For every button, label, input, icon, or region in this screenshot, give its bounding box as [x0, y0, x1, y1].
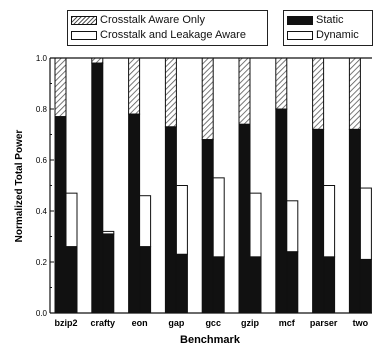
x-tick-label: eon	[132, 318, 148, 328]
axes-layer: bzip2 crafty eon gap gcc gzip mcf parser two 0.0 0…	[36, 54, 372, 328]
y-tick-label: 0.0	[36, 309, 48, 318]
x-tick-label: mcf	[279, 318, 296, 328]
y-axis-label: Normalized Total Power	[14, 130, 25, 243]
bar-dynamic-mcf-leakage-aware	[286, 200, 299, 253]
bar-dynamic-eon-crosstalk-only	[128, 57, 141, 115]
y-tick-label: 0.2	[36, 258, 48, 267]
hatch-swatch-icon	[71, 15, 97, 25]
bar-dynamic-gcc-leakage-aware	[212, 177, 225, 258]
x-tick-label: gzip	[241, 318, 259, 328]
legend-label: Static	[316, 14, 344, 26]
x-tick-label: parser	[310, 318, 338, 328]
bars-layer	[54, 57, 372, 314]
x-tick-label: crafty	[91, 318, 116, 328]
bar-dynamic-bzip2-crosstalk-only	[54, 57, 67, 118]
bar-static-crafty-crosstalk-only	[91, 62, 104, 314]
bar-static-bzip2-leakage-aware	[65, 246, 78, 314]
bar-static-eon-leakage-aware	[139, 246, 152, 314]
bar-dynamic-twolf-crosstalk-only	[348, 57, 361, 130]
bar-static-twolf-crosstalk-only	[348, 128, 361, 314]
bar-static-gap-leakage-aware	[175, 253, 188, 314]
bar-static-twolf-leakage-aware	[359, 258, 372, 314]
x-tick-label: gcc	[205, 318, 221, 328]
x-tick-label: bzip2	[54, 318, 77, 328]
white-swatch-icon	[71, 30, 97, 40]
y-tick-label: 0.8	[36, 105, 48, 114]
legend-label: Crosstalk and Leakage Aware	[100, 29, 246, 41]
x-tick-label: gap	[168, 318, 185, 328]
bar-static-parser-crosstalk-only	[312, 128, 325, 314]
bar-dynamic-parser-crosstalk-only	[312, 57, 325, 130]
bar-dynamic-gap-leakage-aware	[175, 185, 188, 255]
bar-static-gzip-crosstalk-only	[238, 123, 251, 314]
y-tick-label: 0.4	[36, 207, 48, 216]
legend-item-crosstalk-and-leakage-aware: Crosstalk and Leakage Aware	[71, 29, 246, 41]
bar-static-mcf-crosstalk-only	[275, 108, 288, 314]
y-tick-label: 1.0	[36, 54, 48, 63]
bar-static-gap-crosstalk-only	[164, 126, 177, 314]
x-axis-label: Benchmark	[180, 334, 241, 346]
legend-item-dynamic: Dynamic	[287, 29, 359, 41]
legend-label: Crosstalk Aware Only	[100, 14, 205, 26]
bar-static-gzip-leakage-aware	[249, 256, 262, 314]
y-tick-label: 0.6	[36, 156, 48, 165]
bar-static-mcf-leakage-aware	[286, 251, 299, 314]
black-swatch-icon	[287, 15, 313, 25]
white-swatch-icon	[287, 30, 313, 40]
bar-dynamic-parser-leakage-aware	[323, 185, 336, 258]
legend-components: Static Dynamic	[283, 10, 373, 46]
legend-schemes: Crosstalk Aware Only Crosstalk and Leaka…	[67, 10, 268, 46]
legend-item-crosstalk-aware-only: Crosstalk Aware Only	[71, 14, 205, 26]
bar-dynamic-gap-crosstalk-only	[164, 57, 177, 128]
legend-label: Dynamic	[316, 29, 359, 41]
x-tick-label: two	[353, 318, 369, 328]
bar-static-gcc-leakage-aware	[212, 256, 225, 314]
bar-static-eon-crosstalk-only	[128, 113, 141, 314]
bar-dynamic-twolf-leakage-aware	[359, 187, 372, 260]
bar-dynamic-gzip-leakage-aware	[249, 192, 262, 258]
bar-dynamic-crafty-crosstalk-only	[91, 57, 104, 64]
bar-dynamic-gcc-crosstalk-only	[201, 57, 214, 141]
bar-static-parser-leakage-aware	[323, 256, 336, 314]
bar-static-bzip2-crosstalk-only	[54, 116, 67, 314]
bar-static-crafty-leakage-aware	[102, 233, 115, 314]
bar-dynamic-bzip2-leakage-aware	[65, 192, 78, 248]
legend-item-static: Static	[287, 14, 344, 26]
bar-dynamic-mcf-crosstalk-only	[275, 57, 288, 110]
bar-dynamic-eon-leakage-aware	[139, 195, 152, 248]
bar-dynamic-gzip-crosstalk-only	[238, 57, 251, 125]
bar-static-gcc-crosstalk-only	[201, 139, 214, 314]
